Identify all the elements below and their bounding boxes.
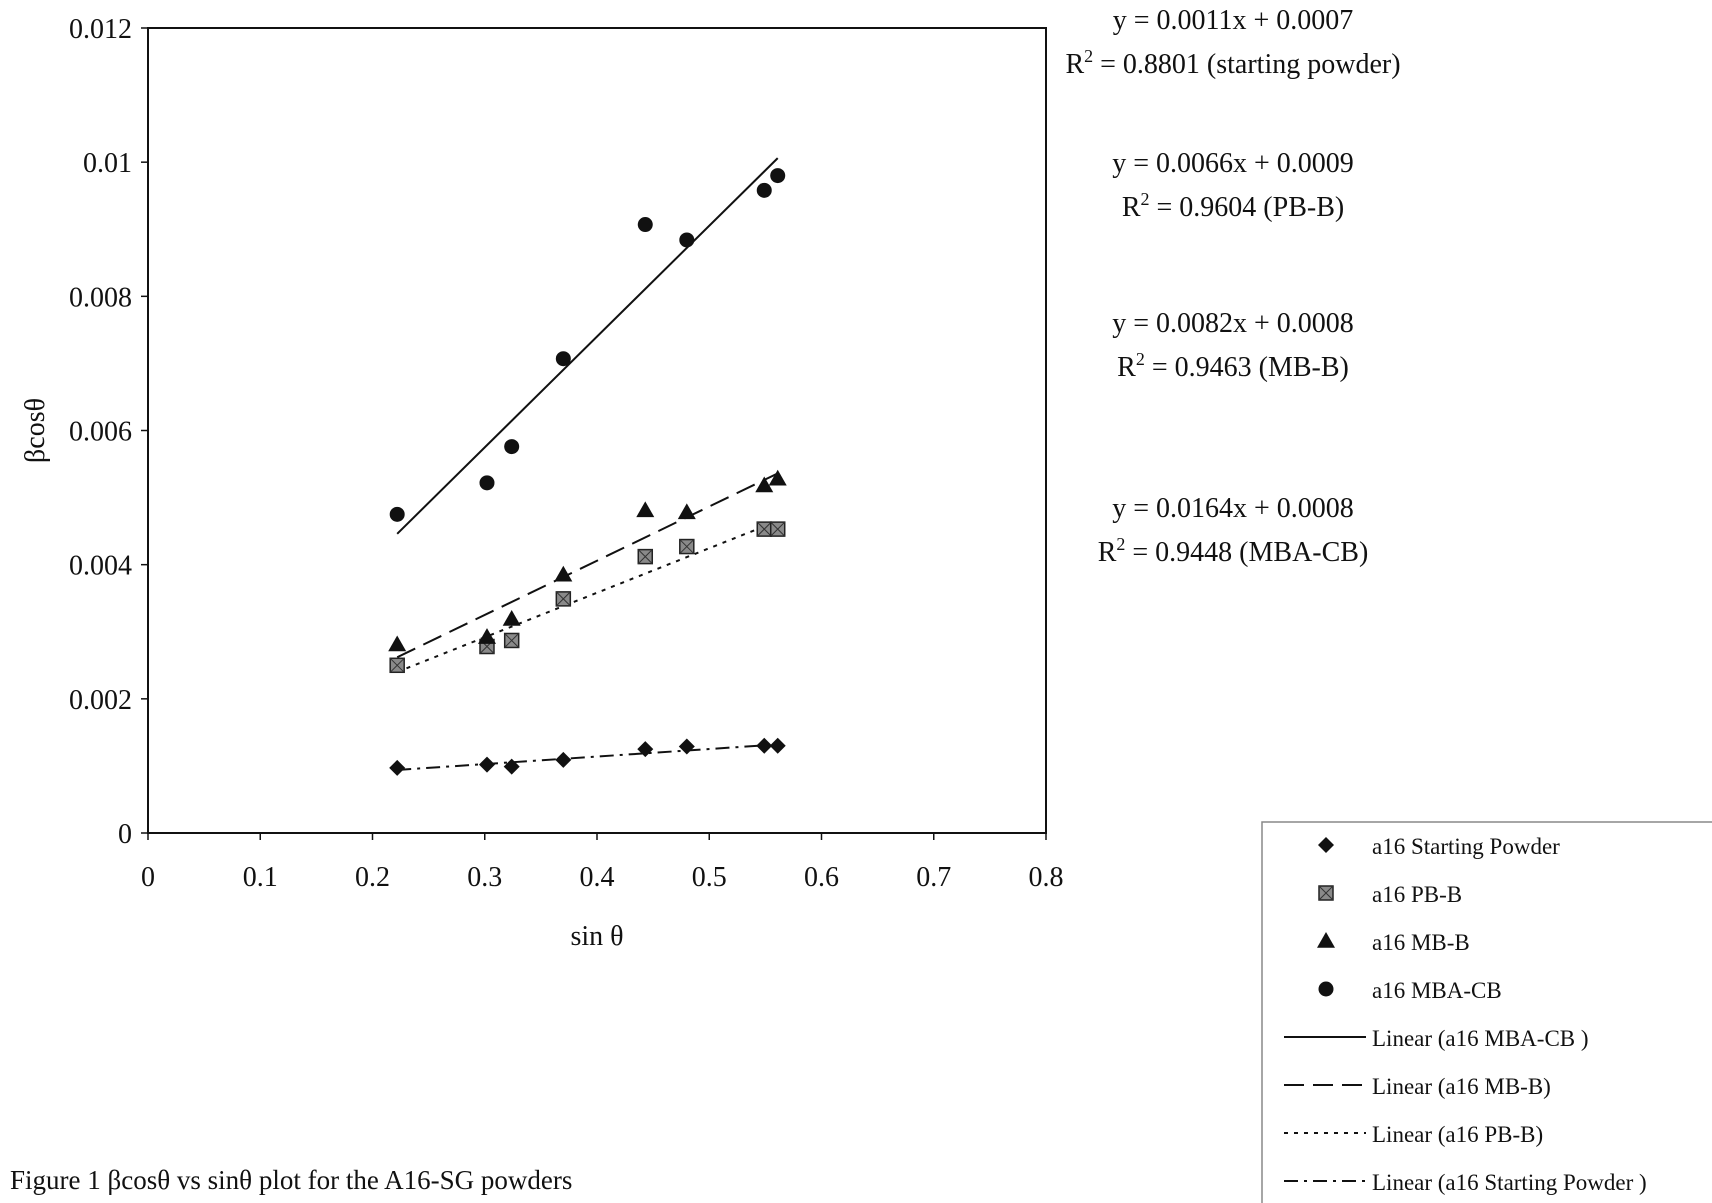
- data-point-diamond: [756, 737, 773, 754]
- equation-line: y = 0.0066x + 0.0009: [1112, 148, 1354, 179]
- x-tick-label: 0: [141, 862, 155, 893]
- data-points: [388, 168, 787, 776]
- square-marker-hatch: [555, 591, 571, 607]
- figure-caption: Figure 1 βcosθ vs sinθ plot for the A16-…: [10, 1165, 572, 1195]
- y-tick-label: 0.006: [69, 417, 132, 448]
- y-tick-label: 0.008: [69, 282, 132, 313]
- x-tick-label: 0.5: [692, 862, 727, 893]
- legend: a16 Starting Powder a16 PB-B a16 MB-B a16 M…: [1261, 821, 1712, 1203]
- legend-label: Linear (a16 Starting Powder ): [1372, 1170, 1647, 1195]
- x-tick-label: 0.3: [467, 862, 502, 893]
- legend-label: Linear (a16 MBA-CB ): [1372, 1026, 1589, 1051]
- legend-marker-circle: [1318, 981, 1334, 997]
- r-squared-line: R2 = 0.9463 (MB-B): [1117, 349, 1349, 383]
- data-point-circle: [479, 475, 495, 491]
- data-point-triangle: [677, 503, 696, 520]
- data-point-circle: [555, 351, 571, 367]
- legend-label: a16 Starting Powder: [1372, 834, 1560, 859]
- square-marker-hatch: [504, 633, 520, 648]
- y-tick-label: 0.004: [69, 551, 132, 582]
- data-point-circle: [679, 232, 695, 248]
- legend-label: a16 MBA-CB: [1372, 978, 1502, 1003]
- axis-ticks: 0 0.1 0.2 0.3 0.4 0.5 0.6 0.7 0.8 0 0.002 0.004 0.00…: [69, 14, 1064, 893]
- x-tick-label: 0.4: [580, 862, 615, 893]
- y-axis-label: βcosθ: [20, 398, 51, 463]
- trendlines: [396, 157, 779, 771]
- square-marker-hatch: [756, 521, 772, 537]
- data-point-diamond: [503, 758, 520, 775]
- trendline-dashdot: [397, 743, 778, 771]
- data-point-diamond: [637, 741, 654, 758]
- x-tick-label: 0.6: [804, 862, 839, 893]
- r-squared-line: R2 = 0.9448 (MBA-CB): [1098, 534, 1369, 568]
- x-tick-label: 0.2: [355, 862, 390, 893]
- r-squared-line: R2 = 0.8801 (starting powder): [1065, 46, 1400, 80]
- x-tick-label: 0.8: [1029, 862, 1064, 893]
- data-point-square: [769, 521, 786, 537]
- equation-line: y = 0.0011x + 0.0007: [1113, 5, 1354, 36]
- y-tick-label: 0.002: [69, 685, 132, 716]
- data-point-diamond: [389, 759, 406, 776]
- square-marker-hatch: [389, 657, 405, 673]
- legend-label: Linear (a16 MB-B): [1372, 1074, 1551, 1099]
- x-tick-label: 0.1: [243, 862, 278, 893]
- data-point-triangle: [554, 565, 573, 582]
- legend-marker-diamond: [1318, 837, 1334, 853]
- data-point-circle: [389, 506, 405, 522]
- equation-line: y = 0.0164x + 0.0008: [1112, 493, 1354, 524]
- square-marker-hatch: [637, 549, 653, 564]
- legend-label: a16 MB-B: [1372, 930, 1470, 955]
- data-point-circle: [756, 182, 772, 198]
- data-point-square: [679, 538, 695, 555]
- data-point-square: [555, 591, 572, 607]
- legend-label: a16 PB-B: [1372, 882, 1462, 907]
- data-point-circle: [504, 439, 520, 455]
- data-point-square: [637, 548, 654, 565]
- square-marker-hatch: [770, 521, 786, 537]
- r-squared-line: R2 = 0.9604 (PB-B): [1122, 189, 1344, 223]
- data-point-triangle: [477, 628, 496, 644]
- trendline-dotted: [396, 520, 779, 673]
- trendline-solid: [396, 157, 779, 535]
- data-point-square: [389, 657, 405, 674]
- data-point-diamond: [478, 756, 495, 773]
- data-point-diamond: [678, 738, 695, 755]
- y-tick-label: 0.01: [83, 148, 132, 179]
- data-point-diamond: [555, 751, 572, 768]
- trendline-dashed: [396, 472, 779, 659]
- legend-label: Linear (a16 PB-B): [1372, 1122, 1543, 1147]
- data-point-square: [503, 632, 520, 649]
- square-marker-hatch: [679, 539, 695, 554]
- data-point-triangle: [768, 469, 787, 486]
- data-point-square: [756, 521, 773, 537]
- x-axis-label: sin θ: [570, 921, 623, 952]
- square-marker-hatch: [1318, 885, 1334, 901]
- legend-frame: [1261, 821, 1712, 1203]
- legend-marker-square: [1318, 885, 1334, 901]
- data-point-diamond: [769, 737, 786, 754]
- equation-line: y = 0.0082x + 0.0008: [1112, 308, 1354, 339]
- data-point-triangle: [755, 476, 774, 493]
- data-point-triangle: [636, 501, 655, 518]
- data-point-triangle: [388, 635, 407, 652]
- data-point-circle: [770, 168, 786, 184]
- y-tick-label: 0: [118, 819, 132, 850]
- x-tick-label: 0.7: [916, 862, 951, 893]
- trendline-equations: y = 0.0011x + 0.0007 R2 = 0.8801 (startin…: [1065, 5, 1400, 568]
- data-point-triangle: [502, 610, 521, 626]
- legend-marker-triangle: [1317, 932, 1335, 948]
- y-tick-label: 0.012: [69, 14, 132, 45]
- data-point-circle: [637, 217, 653, 233]
